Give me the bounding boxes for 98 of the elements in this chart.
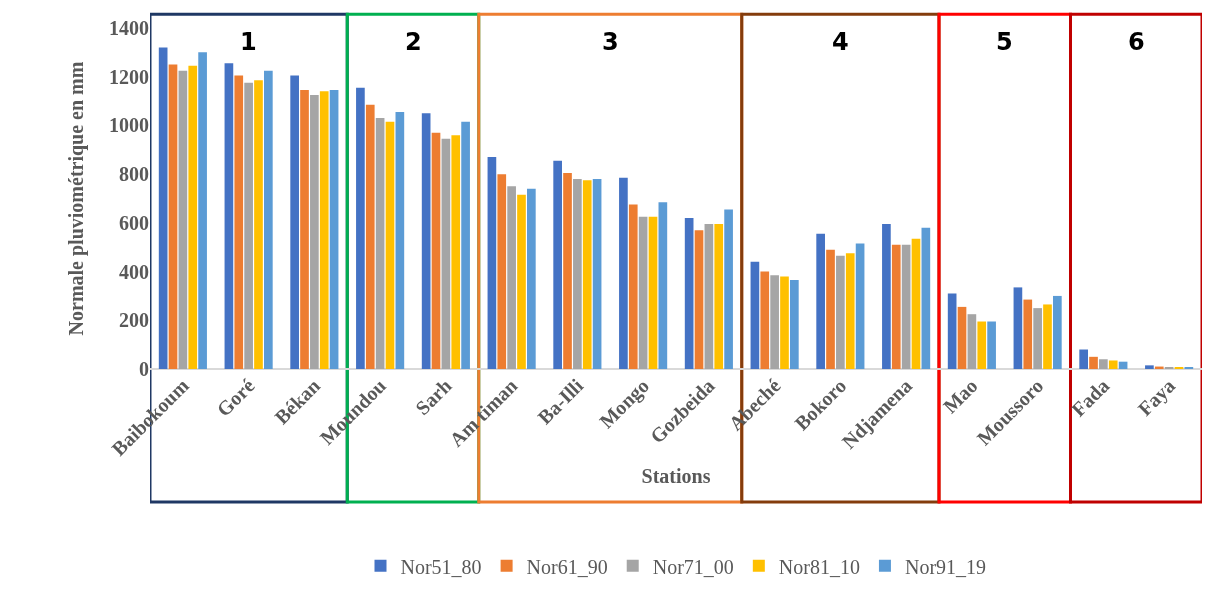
annotation: 5 — [996, 28, 1013, 56]
bar — [957, 306, 967, 369]
bar — [619, 177, 628, 369]
bar — [987, 321, 996, 369]
bar — [1089, 356, 1098, 369]
bar — [1013, 287, 1023, 369]
bar — [188, 65, 198, 369]
bar — [826, 249, 835, 369]
bar — [395, 112, 405, 369]
bar — [461, 121, 470, 369]
bar — [911, 238, 921, 369]
bar — [421, 113, 431, 369]
bar — [356, 87, 365, 369]
bar — [158, 47, 168, 369]
annotation: 1 — [240, 28, 257, 56]
bar — [855, 243, 865, 369]
y-tick-label: 200 — [119, 309, 149, 332]
bar — [780, 276, 789, 369]
bar — [1108, 360, 1118, 369]
bar — [319, 91, 329, 369]
bar — [527, 188, 536, 369]
bar — [790, 280, 799, 369]
bar — [750, 261, 760, 369]
bar — [1145, 365, 1154, 369]
bar — [310, 94, 319, 369]
bar — [816, 233, 825, 369]
bar — [882, 224, 891, 369]
bar — [921, 227, 931, 369]
bar — [770, 275, 779, 369]
bar — [234, 75, 244, 369]
bar — [694, 230, 704, 369]
bar — [441, 138, 451, 369]
bar — [836, 255, 845, 369]
y-tick-label: 0 — [139, 358, 149, 380]
bar — [385, 121, 395, 369]
x-tick-label: Mao — [938, 374, 982, 418]
y-tick-label: 600 — [119, 211, 149, 234]
bar — [1033, 308, 1042, 369]
y-tick-label: 800 — [119, 163, 149, 186]
bar — [431, 132, 441, 369]
bar — [1079, 349, 1088, 369]
bar — [507, 186, 516, 369]
bar — [977, 321, 987, 369]
bar — [1043, 304, 1052, 369]
y-tick-label: 1400 — [109, 17, 149, 39]
x-tick-label: Sarh — [411, 374, 456, 419]
bar — [628, 204, 638, 369]
bar — [582, 180, 592, 369]
bar — [487, 157, 497, 369]
bar — [648, 216, 658, 369]
bar — [329, 90, 339, 369]
bar — [198, 52, 207, 369]
bar — [517, 194, 526, 369]
annotation: 4 — [832, 28, 849, 56]
annotation: 6 — [1128, 28, 1145, 56]
legend-label: Nor81_10 — [778, 555, 860, 578]
bar — [573, 179, 582, 369]
bar — [1099, 359, 1108, 369]
bar — [1023, 299, 1033, 369]
bar — [684, 217, 694, 369]
y-axis-title: Normale pluviométrique en mm — [64, 61, 88, 336]
bar — [254, 80, 263, 369]
bar — [365, 104, 375, 369]
bar — [290, 75, 299, 369]
bar — [967, 314, 977, 369]
bar — [244, 82, 253, 369]
bar — [760, 271, 770, 369]
y-tick-label: 1000 — [109, 114, 149, 137]
legend-label: Nor91_19 — [904, 555, 987, 578]
legend-label: Nor51_80 — [400, 555, 482, 578]
bar — [1053, 295, 1062, 369]
y-tick-label: 1200 — [109, 65, 149, 88]
bar — [563, 172, 572, 369]
bar — [497, 174, 507, 369]
bar — [224, 63, 234, 369]
bar — [375, 118, 385, 369]
bar — [264, 70, 273, 369]
bar — [300, 90, 309, 369]
bar — [168, 64, 178, 369]
bar — [592, 179, 602, 369]
annotation: 3 — [602, 28, 619, 56]
bar — [891, 244, 901, 369]
bar — [451, 135, 461, 369]
bar — [724, 209, 733, 369]
bar — [178, 70, 188, 369]
legend-label: Nor61_90 — [526, 555, 608, 578]
legend-label: Nor71_00 — [652, 555, 734, 578]
bar — [658, 202, 668, 369]
bar — [845, 253, 855, 369]
x-axis-title: Stations — [641, 465, 711, 488]
bar — [714, 224, 724, 369]
y-tick-label: 400 — [119, 260, 149, 283]
bar — [947, 293, 957, 369]
annotation: 2 — [405, 28, 422, 56]
bar — [553, 160, 562, 369]
bar — [638, 216, 648, 369]
bar — [901, 244, 911, 369]
bar — [704, 224, 714, 369]
